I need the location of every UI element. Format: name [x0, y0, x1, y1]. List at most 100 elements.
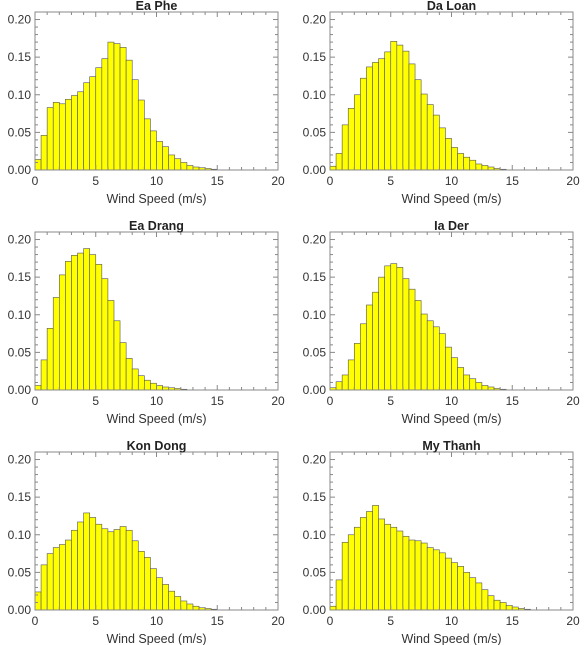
y-tick-label: 0.10 — [8, 308, 32, 322]
histogram-bar — [420, 93, 428, 171]
histogram-bar — [40, 564, 48, 611]
histogram-bar — [186, 603, 194, 611]
histogram-bar — [360, 77, 367, 171]
histogram-bar — [463, 156, 471, 171]
x-tick-label: 5 — [92, 394, 99, 408]
y-tick-label: 0.10 — [8, 528, 32, 542]
histogram-bar — [390, 526, 398, 611]
x-tick-label: 15 — [506, 174, 520, 188]
histogram-bar — [119, 47, 127, 171]
histogram-bar — [451, 357, 458, 391]
histogram-bar — [83, 512, 90, 611]
panel-ea-phe: 0 5 10 15 20 0.00 0.05 0.10 0.15 0.20 Ea Phe Wind S… — [8, 0, 285, 206]
histogram-bar — [372, 291, 379, 391]
histogram-bar — [101, 278, 109, 391]
histogram-bar — [366, 304, 373, 391]
histogram-bar — [378, 518, 385, 611]
histogram-bar — [347, 108, 355, 171]
x-tick-label: 15 — [506, 614, 520, 628]
histogram-bar — [341, 124, 349, 171]
histogram-bar — [65, 98, 72, 171]
panel-ea-drang: 0 5 10 15 20 0.00 0.05 0.10 0.15 0.20 Ea Drang Wind… — [8, 219, 285, 426]
histogram-bar — [52, 297, 60, 391]
histogram-bar — [77, 521, 84, 611]
histogram-bar — [174, 158, 182, 171]
histogram-bar — [65, 539, 72, 611]
histogram-bar — [107, 300, 115, 391]
histogram-bar — [481, 165, 489, 171]
histogram-bar — [493, 599, 501, 611]
histogram-bar — [469, 577, 477, 611]
histogram-bar — [58, 544, 66, 611]
histogram-bar — [463, 572, 471, 611]
x-tick-label: 5 — [92, 614, 99, 628]
histogram-bar — [113, 320, 121, 391]
histogram-bar — [156, 141, 163, 171]
histogram-bar — [162, 584, 169, 611]
histogram-bar — [131, 368, 139, 391]
histogram-bar — [58, 274, 66, 391]
histogram-bar — [390, 263, 398, 391]
histogram-bar — [113, 43, 121, 171]
x-axis-label: Wind Speed (m/s) — [106, 632, 206, 645]
histogram-bar — [384, 523, 392, 611]
x-axis-label: Wind Speed (m/s) — [106, 192, 206, 206]
y-tick-label: 0.05 — [8, 345, 32, 359]
histogram-bar — [335, 153, 343, 171]
histogram-bar — [34, 159, 42, 171]
histogram-bar — [131, 79, 139, 171]
histogram-bar — [107, 41, 115, 171]
y-tick-label: 0.05 — [8, 565, 32, 579]
x-tick-label: 20 — [566, 174, 580, 188]
x-tick-label: 10 — [445, 394, 459, 408]
histogram-bar — [52, 547, 60, 611]
histogram-bar — [378, 58, 385, 171]
y-tick-label: 0.15 — [303, 270, 327, 284]
histogram-bar — [95, 264, 103, 391]
histogram-bar — [402, 535, 410, 611]
histogram-bar — [426, 547, 434, 611]
y-tick-label: 0.10 — [303, 88, 327, 102]
bars — [34, 41, 218, 171]
histogram-bar — [372, 505, 379, 611]
panel-title: Ea Drang — [129, 219, 184, 233]
x-tick-label: 15 — [211, 174, 225, 188]
histogram-bar — [347, 359, 355, 391]
histogram-bar — [156, 385, 163, 391]
histogram-bar — [83, 248, 90, 391]
histogram-bar — [125, 59, 133, 171]
x-tick-label: 0 — [32, 394, 39, 408]
y-tick-label: 0.15 — [303, 50, 327, 64]
histogram-bar — [341, 541, 349, 611]
panel-da-loan: 0 5 10 15 20 0.00 0.05 0.10 0.15 0.20 Da Loan Wind … — [303, 0, 580, 206]
y-tick-label: 0.00 — [303, 383, 327, 397]
panel-ia-der: 0 5 10 15 20 0.00 0.05 0.10 0.15 0.20 Ia Der Wind S… — [303, 219, 580, 426]
histogram-bar — [168, 154, 176, 171]
y-tick-label: 0.20 — [303, 233, 327, 247]
histogram-bar — [499, 602, 507, 611]
x-tick-label: 15 — [211, 614, 225, 628]
histogram-bar — [396, 44, 404, 171]
histogram-bar — [329, 605, 337, 611]
histogram-bar — [71, 529, 78, 611]
x-tick-label: 0 — [32, 174, 39, 188]
histogram-bar — [457, 153, 464, 171]
histogram-bar — [463, 374, 471, 391]
histogram-bar — [40, 359, 48, 391]
y-tick-label: 0.05 — [8, 125, 32, 139]
histogram-bar — [119, 342, 127, 391]
histogram-bar — [420, 542, 428, 611]
x-tick-label: 5 — [387, 614, 394, 628]
histogram-bar — [445, 138, 452, 171]
histogram-bar — [505, 605, 513, 611]
histogram-bar — [378, 276, 385, 391]
x-tick-label: 0 — [32, 614, 39, 628]
panel-title: Kon Dong — [127, 439, 187, 453]
y-tick-label: 0.00 — [8, 603, 32, 617]
histogram-bar — [475, 163, 483, 171]
x-tick-label: 10 — [150, 174, 164, 188]
histogram-bar — [432, 549, 440, 611]
histogram-bar — [101, 528, 109, 611]
x-tick-label: 5 — [387, 174, 394, 188]
